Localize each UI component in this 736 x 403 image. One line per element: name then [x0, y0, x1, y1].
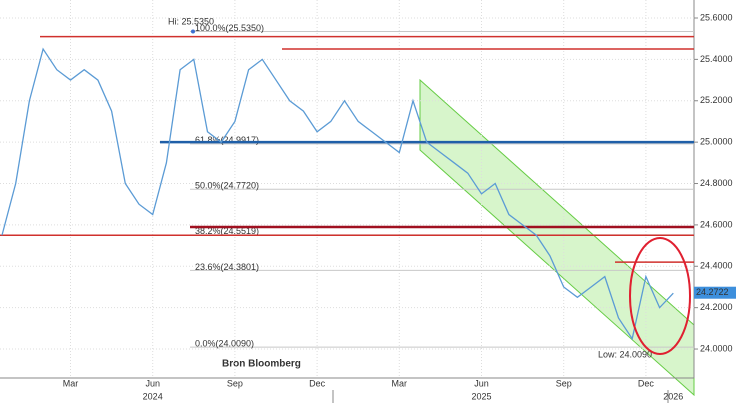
x-tick-label: Mar: [63, 378, 79, 388]
x-year-label: 2024: [143, 391, 163, 401]
y-tick-label: 24.4000: [700, 261, 733, 271]
y-tick-label: 24.0000: [700, 343, 733, 353]
x-tick-label: Jun: [145, 378, 160, 388]
x-year-label: 2026: [663, 391, 683, 401]
fib-label: 61.8%(24.9917): [195, 135, 259, 145]
y-tick-label: 24.8000: [700, 178, 733, 188]
x-tick-label: Sep: [556, 378, 572, 388]
y-tick-label: 24.6000: [700, 219, 733, 229]
source: Bron Bloomberg: [222, 359, 301, 370]
y-tick-label: 25.6000: [700, 12, 733, 22]
y-tick-label: 25.2000: [700, 95, 733, 105]
x-tick-label: Dec: [309, 378, 326, 388]
trend-channel: [419, 78, 695, 397]
x-year-label: 2025: [471, 391, 491, 401]
fib-label: 0.0%(24.0090): [195, 339, 254, 349]
highlight-ellipse: [629, 237, 691, 355]
x-tick-label: Sep: [227, 378, 243, 388]
y-tick-label: 24.2000: [700, 302, 733, 312]
low-label: Low: 24.0090: [598, 349, 652, 359]
fib-label: 100.0%(25.5350): [195, 23, 264, 33]
x-tick-label: Jun: [474, 378, 489, 388]
y-tick-label: 25.4000: [700, 54, 733, 64]
hi-label: Hi: 25.5350: [168, 16, 214, 26]
last-price-tag: [694, 286, 736, 299]
hi-marker: [191, 29, 195, 34]
price-line: [1, 47, 674, 341]
fib-label: 23.6%(24.3801): [195, 262, 259, 272]
fib-label: 38.2%(24.5519): [195, 226, 259, 236]
y-tick-label: 25.0000: [700, 137, 733, 147]
fib-label: 50.0%(24.7720): [195, 181, 259, 191]
last-price-label: 24.2722: [696, 287, 729, 297]
x-tick-label: Mar: [392, 378, 408, 388]
x-tick-label: Dec: [638, 378, 655, 388]
